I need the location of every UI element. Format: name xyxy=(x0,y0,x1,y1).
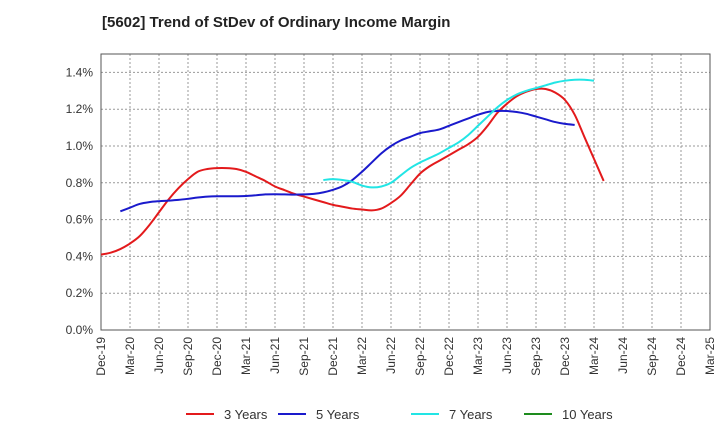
y-tick-label: 1.0% xyxy=(66,139,94,153)
x-tick-label: Jun-24 xyxy=(616,337,630,374)
y-tick-label: 0.2% xyxy=(66,286,94,300)
x-tick-label: Sep-20 xyxy=(181,337,195,376)
legend-label: 10 Years xyxy=(562,407,613,422)
x-tick-label: Dec-24 xyxy=(674,337,688,376)
x-tick-label: Dec-23 xyxy=(558,337,572,376)
legend-label: 3 Years xyxy=(224,407,268,422)
series-line-1 xyxy=(100,87,605,256)
x-tick-label: Mar-23 xyxy=(471,337,485,375)
x-tick-label: Sep-23 xyxy=(529,337,543,376)
x-tick-label: Dec-20 xyxy=(210,337,224,376)
x-tick-label: Jun-22 xyxy=(384,337,398,374)
x-tick-label: Jun-23 xyxy=(500,337,514,374)
y-tick-label: 1.2% xyxy=(66,102,94,116)
x-tick-label: Mar-22 xyxy=(355,337,369,375)
x-axis: Dec-19 Mar-20 Jun-20 Sep-20 Dec-20 Mar-21 Jun-… xyxy=(94,337,717,376)
x-tick-label: Sep-21 xyxy=(297,337,311,376)
y-tick-label: 0.0% xyxy=(66,323,94,337)
series-line-3 xyxy=(323,78,595,189)
x-tick-label: Dec-22 xyxy=(442,337,456,376)
legend-label: 5 Years xyxy=(316,407,360,422)
x-tick-label: Jun-20 xyxy=(152,337,166,374)
x-tick-label: Mar-21 xyxy=(239,337,253,375)
legend: 3 Years 5 Years 7 Years 10 Years xyxy=(186,407,613,422)
chart-title: [5602] Trend of StDev of Ordinary Income… xyxy=(102,14,451,31)
x-tick-label: Dec-19 xyxy=(94,337,108,376)
y-tick-label: 0.8% xyxy=(66,176,94,190)
y-tick-label: 0.6% xyxy=(66,213,94,227)
x-tick-label: Sep-22 xyxy=(413,337,427,376)
y-axis: 0.0% 0.2% 0.4% 0.6% 0.8% 1.0% 1.2% 1.4% xyxy=(66,65,94,337)
plot-border xyxy=(100,53,711,331)
y-tick-label: 0.4% xyxy=(66,249,94,263)
x-tick-label: Sep-24 xyxy=(645,337,659,376)
x-tick-label: Mar-20 xyxy=(123,337,137,375)
x-tick-label: Mar-24 xyxy=(587,337,601,375)
x-tick-label: Dec-21 xyxy=(326,337,340,376)
legend-label: 7 Years xyxy=(449,407,493,422)
grid-lines xyxy=(101,54,710,330)
x-tick-label: Jun-21 xyxy=(268,337,282,374)
series-line-2 xyxy=(119,109,575,213)
series-lines xyxy=(100,78,605,256)
y-tick-label: 1.4% xyxy=(66,65,94,79)
x-tick-label: Mar-25 xyxy=(703,337,717,375)
